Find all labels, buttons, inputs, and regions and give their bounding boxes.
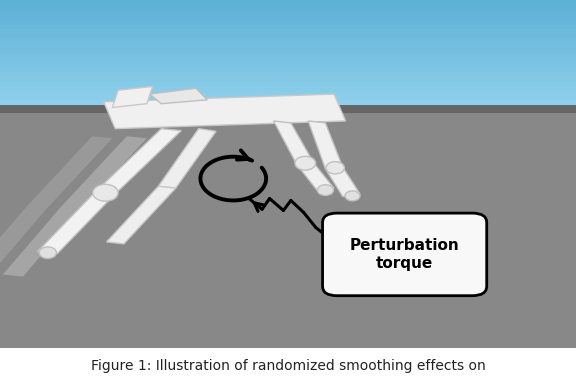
Bar xyxy=(0,25,576,29)
Polygon shape xyxy=(112,86,153,108)
Bar xyxy=(0,50,576,54)
Bar xyxy=(0,28,576,32)
FancyBboxPatch shape xyxy=(0,348,576,384)
Text: Perturbation
torque: Perturbation torque xyxy=(350,238,460,271)
Circle shape xyxy=(345,191,360,201)
Polygon shape xyxy=(158,129,216,188)
Circle shape xyxy=(295,156,316,170)
Bar xyxy=(0,89,576,93)
Polygon shape xyxy=(0,207,46,276)
Bar xyxy=(0,32,576,36)
Bar xyxy=(0,46,576,50)
Bar xyxy=(0,57,576,61)
Bar xyxy=(0,53,576,57)
Bar xyxy=(0,104,576,108)
Bar xyxy=(0,3,576,7)
Circle shape xyxy=(93,184,118,201)
Bar xyxy=(0,75,576,79)
Circle shape xyxy=(39,247,56,258)
Bar xyxy=(0,0,576,3)
Bar xyxy=(0,64,576,68)
Polygon shape xyxy=(150,88,207,104)
Bar xyxy=(0,78,576,83)
Bar xyxy=(0,21,576,25)
Polygon shape xyxy=(95,129,181,194)
FancyBboxPatch shape xyxy=(0,108,576,348)
Polygon shape xyxy=(3,207,81,276)
Bar xyxy=(0,82,576,86)
Circle shape xyxy=(317,185,334,195)
Polygon shape xyxy=(26,136,112,209)
Polygon shape xyxy=(107,186,176,244)
Bar xyxy=(0,10,576,14)
Polygon shape xyxy=(37,192,115,253)
Bar xyxy=(0,39,576,43)
Bar xyxy=(0,86,576,89)
Bar xyxy=(0,43,576,46)
Polygon shape xyxy=(325,167,360,197)
Bar xyxy=(0,7,576,11)
Polygon shape xyxy=(104,94,346,129)
FancyBboxPatch shape xyxy=(0,105,576,113)
Bar xyxy=(0,18,576,22)
Polygon shape xyxy=(60,136,147,209)
Text: Figure 1: Illustration of randomized smoothing effects on: Figure 1: Illustration of randomized smo… xyxy=(90,359,486,373)
Bar xyxy=(0,96,576,100)
Bar xyxy=(0,61,576,65)
FancyBboxPatch shape xyxy=(323,213,487,296)
Bar xyxy=(0,68,576,72)
Bar xyxy=(0,100,576,104)
Circle shape xyxy=(326,162,344,174)
Bar xyxy=(0,93,576,97)
Polygon shape xyxy=(308,121,343,169)
Bar xyxy=(0,14,576,18)
Polygon shape xyxy=(274,121,314,164)
Bar xyxy=(0,71,576,75)
Polygon shape xyxy=(297,163,334,190)
Bar xyxy=(0,35,576,40)
